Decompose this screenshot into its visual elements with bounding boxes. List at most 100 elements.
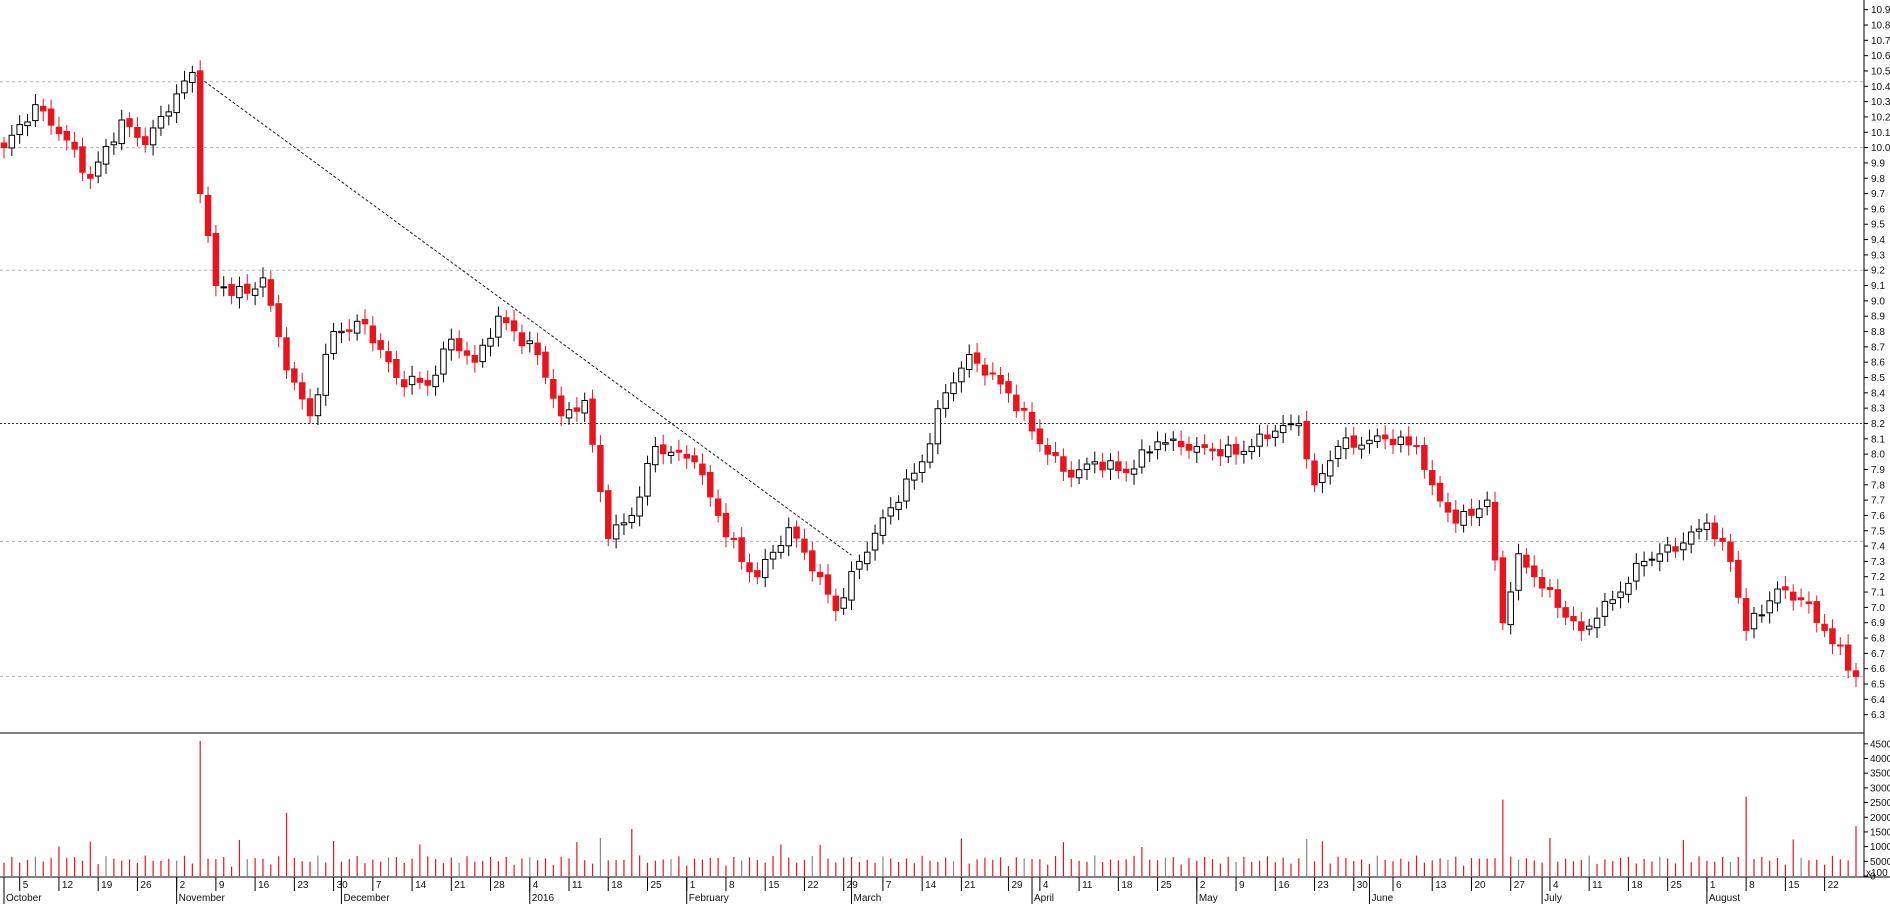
candle [1232,436,1240,465]
candle [1170,431,1177,452]
candle [102,138,110,174]
day-tick-label: 4 [1553,880,1559,891]
candle-body [1287,423,1295,426]
price-tick-label: 7.2 [1871,572,1885,583]
candle-body [1546,587,1554,591]
day-tick-label: 16 [1278,880,1290,891]
price-tick-label: 6.4 [1871,695,1885,706]
candle-body [259,277,267,288]
candle [495,306,502,347]
candle-body [393,358,400,378]
candle-body [926,443,934,463]
candle [1554,579,1562,619]
candle [1374,428,1381,449]
candle-body [981,364,989,376]
candle [8,124,16,156]
price-tick-label: 10.3 [1871,97,1890,108]
price-tick-label: 8.4 [1871,388,1885,399]
candle-body [1272,430,1279,438]
candle [408,365,416,395]
candle [1562,600,1569,625]
candle-body [1687,531,1695,545]
candle [1680,532,1687,561]
candle-body [385,351,392,363]
candle [377,333,384,359]
price-tick-label: 7.4 [1871,542,1885,553]
candle-body [1209,448,1216,452]
candle [1044,438,1051,465]
price-tick-label: 9.1 [1871,281,1885,292]
candle-body [502,317,510,324]
day-tick-label: 14 [415,880,427,891]
candle-body [1060,456,1067,472]
candle-body [1813,601,1821,623]
candle-body [24,121,31,127]
candle [1711,515,1718,547]
candle [1177,430,1185,456]
price-tick-label: 6.3 [1871,710,1885,721]
candle-body [1107,460,1114,470]
price-tick-label: 9.2 [1871,266,1885,277]
candle [24,114,31,137]
price-tick-label: 8.6 [1871,358,1885,369]
candle [1664,536,1671,563]
candle [1601,592,1609,627]
candle-body [1005,381,1012,394]
candle-body [346,329,353,332]
candle-body [793,526,800,539]
candle-body [1680,542,1687,551]
candle-body [1633,562,1640,582]
month-label: July [1544,893,1562,904]
candle-body [102,146,110,165]
price-tick-label: 7.7 [1871,496,1885,507]
trendline [192,72,852,556]
candle [1264,424,1271,447]
candle [259,267,267,298]
volume-tick-label: 15000 [1870,827,1890,838]
candle-body [1036,428,1044,445]
candle [1829,619,1836,655]
candle-body [1499,557,1507,624]
candlesticks [0,60,1860,688]
candle-body [1672,546,1679,552]
candle [1758,604,1766,623]
day-tick-label: 18 [611,880,623,891]
candle-body [314,394,322,417]
candle [1154,431,1161,460]
candle-body [659,444,667,455]
candle-body [667,451,675,456]
volume-axis: 0 5000 10000 15000 20000 25000 30000 35000 40000… [1864,739,1890,883]
candle-body [856,560,863,570]
candle [879,509,887,545]
day-tick-label: 4 [1043,880,1049,891]
month-label: May [1199,893,1218,904]
candle-body [973,352,981,364]
candle [1789,584,1797,611]
candle-body [16,124,23,136]
candle-body [597,444,604,493]
candle [911,463,918,490]
day-tick-label: 20 [1474,880,1486,891]
candle-body [887,507,895,517]
candle-body [832,595,840,611]
candle [1617,581,1624,609]
candle [1162,433,1169,452]
candle [981,357,989,386]
day-tick-label: 15 [1788,880,1800,891]
candle-body [1703,522,1711,531]
candle [338,322,345,343]
candle-body [801,538,808,553]
candle-body [1099,461,1106,471]
candle [581,392,588,422]
candle [926,433,934,469]
candle [1224,435,1232,464]
candle [746,553,753,583]
candle-body [848,570,855,601]
price-tick-label: 9.9 [1871,158,1885,169]
candle-body [534,342,541,356]
candle-body [1232,443,1240,455]
candle [1531,555,1538,588]
candle-body [612,524,620,540]
price-tick-label: 8.7 [1871,342,1885,353]
